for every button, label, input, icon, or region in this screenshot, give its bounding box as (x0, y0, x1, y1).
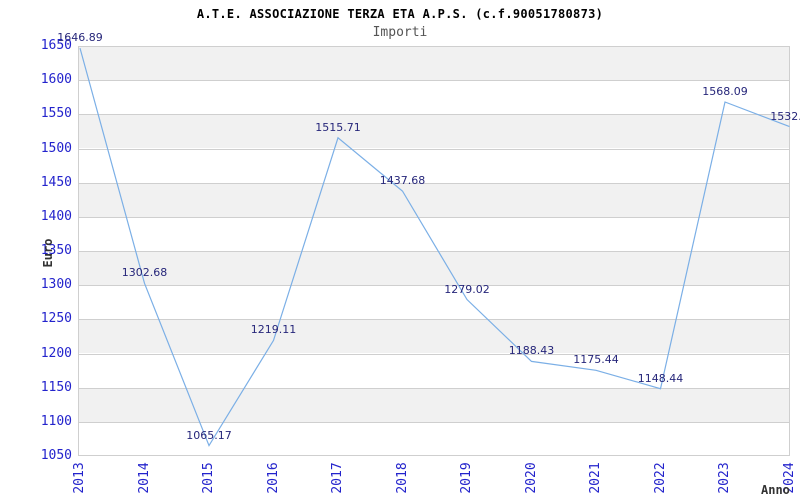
x-axis-tick-label: 2022 (652, 462, 668, 494)
gridline (78, 80, 790, 82)
gridline (78, 216, 790, 218)
data-point-label: 1568.09 (702, 84, 748, 98)
gridline (78, 251, 790, 252)
plot-band (78, 114, 790, 149)
data-point-label: 1219.11 (250, 323, 297, 337)
data-point-label: 1188.43 (508, 344, 555, 358)
y-axis-tick-label: 1650 (40, 38, 72, 53)
x-axis-tick-label: 2021 (588, 462, 603, 494)
x-axis-name: Anno (761, 483, 790, 497)
chart-subtitle: Importi (372, 25, 428, 40)
data-point-label: 1437.68 (379, 174, 426, 188)
x-axis-tick-label: 2023 (717, 462, 732, 494)
plot-area (78, 46, 790, 456)
data-point-label: 1302.68 (121, 266, 168, 280)
data-point-label: 1532.0 (770, 109, 800, 123)
y-axis-tick-label: 1200 (40, 345, 72, 361)
x-axis-tick-label: 2014 (136, 462, 152, 494)
y-axis-tick-label: 1500 (40, 140, 72, 156)
x-axis-tick-label: 2015 (201, 462, 216, 494)
y-axis-tick-label: 1400 (40, 208, 72, 224)
x-axis-tick-label: 2020 (523, 462, 539, 494)
y-axis-name: Euro (41, 238, 55, 268)
data-point-label: 1065.17 (186, 428, 232, 442)
data-point-label: 1148.44 (637, 371, 684, 385)
x-axis-tick-label: 2019 (459, 462, 474, 494)
gridline (78, 46, 790, 47)
y-axis-tick-label: 1100 (40, 413, 72, 429)
chart-title: A.T.E. ASSOCIAZIONE TERZA ETA A.P.S. (c.… (196, 7, 604, 21)
y-axis-tick-label: 1600 (40, 72, 72, 88)
gridline (78, 285, 790, 287)
gridline (78, 148, 790, 150)
y-axis-tick-label: 1150 (40, 379, 72, 395)
y-axis-tick-label: 1250 (40, 311, 72, 327)
plot-band (78, 182, 790, 217)
y-axis-tick-label: 1300 (40, 277, 72, 293)
gridline (78, 353, 790, 355)
x-axis-tick-label: 2016 (265, 462, 281, 494)
gridline (78, 387, 790, 389)
data-point-label: 1515.71 (315, 120, 361, 134)
gridline (78, 114, 790, 116)
plot-border (789, 46, 790, 456)
plot-band (78, 46, 790, 81)
y-axis-tick-label: 1450 (40, 174, 72, 190)
y-axis-tick-label: 1550 (40, 106, 72, 122)
plot-border (78, 46, 79, 456)
y-axis-tick-label: 1050 (40, 448, 72, 463)
plot-band (78, 319, 790, 354)
gridline (78, 455, 790, 456)
data-point-label: 1646.89 (57, 31, 103, 45)
gridline (78, 182, 790, 184)
x-axis-tick-label: 2017 (330, 462, 345, 494)
y-axis-tick-label: 1350 (40, 243, 72, 258)
x-axis-tick-label: 2013 (72, 462, 87, 494)
importi-line (79, 47, 790, 447)
plot-band (78, 251, 790, 286)
data-point-label: 1175.44 (573, 353, 619, 367)
gridline (78, 319, 790, 321)
data-point-label: 1279.02 (444, 282, 490, 296)
line-series (79, 47, 790, 447)
gridline (78, 421, 790, 423)
x-axis-tick-label: 2018 (394, 462, 410, 494)
